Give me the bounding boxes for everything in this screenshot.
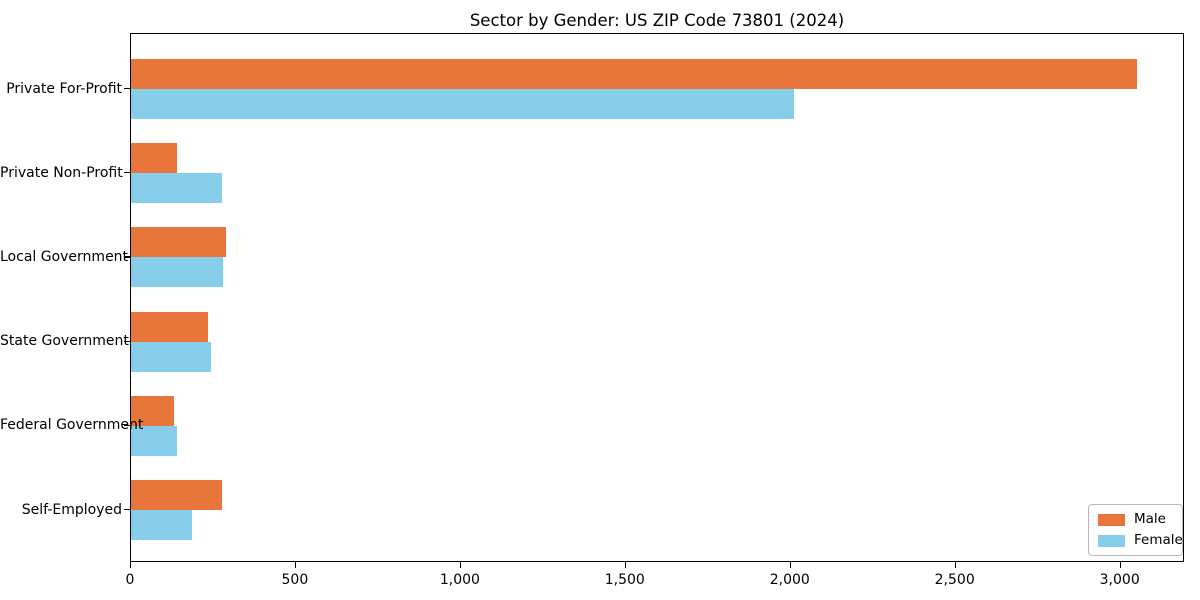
y-tick-mark [124, 509, 130, 511]
bar-male-state-government [131, 311, 208, 342]
x-axis-tick-label-0: 0 [125, 572, 135, 588]
y-axis-label-state-government: State Government [0, 333, 129, 350]
legend-swatch-female [1098, 534, 1125, 547]
x-tick-mark [624, 562, 626, 568]
x-axis-tick-label-1-000: 1,000 [439, 572, 480, 588]
x-tick-mark [789, 562, 791, 568]
y-tick-mark [124, 88, 130, 90]
bar-male-private-non-profit [131, 143, 178, 174]
y-tick-mark [124, 256, 130, 258]
bar-female-self-employed [131, 510, 192, 540]
y-axis-label-federal-government: Federal Government [0, 417, 144, 434]
bar-male-private-for-profit [131, 59, 1138, 89]
y-tick-mark [124, 424, 130, 426]
bar-female-private-non-profit [131, 173, 222, 204]
bar-male-self-employed [131, 480, 223, 510]
bar-female-local-government [131, 257, 224, 288]
plot-area [130, 33, 1184, 562]
y-axis-label-self-employed: Self-Employed [21, 501, 122, 518]
bar-female-state-government [131, 341, 212, 372]
x-tick-mark [130, 562, 132, 568]
y-axis-label-private-for-profit: Private For-Profit [6, 80, 122, 97]
x-axis-tick-label-2-500: 2,500 [934, 572, 975, 588]
bar-female-private-for-profit [131, 89, 795, 119]
bar-male-federal-government [131, 395, 174, 426]
x-axis-tick-label-2-000: 2,000 [769, 572, 810, 588]
bar-male-local-government [131, 227, 226, 258]
y-axis-label-local-government: Local Government [0, 248, 129, 265]
legend: Male Female [1088, 504, 1183, 556]
chart-title: Sector by Gender: US ZIP Code 73801 (202… [469, 11, 845, 30]
legend-label-male: Male [1134, 511, 1166, 527]
y-axis-label-private-non-profit: Private Non-Profit [0, 164, 123, 181]
legend-row-male: Male [1098, 512, 1174, 527]
x-tick-mark [1119, 562, 1121, 568]
x-tick-mark [954, 562, 956, 568]
y-tick-mark [124, 340, 130, 342]
legend-label-female: Female [1134, 532, 1183, 548]
bar-female-federal-government [131, 425, 177, 456]
legend-row-female: Female [1098, 533, 1183, 548]
x-tick-mark [294, 562, 297, 568]
x-axis-tick-label-3-000: 3,000 [1099, 572, 1140, 588]
x-tick-mark [459, 562, 462, 568]
x-axis-tick-label-1-500: 1,500 [604, 572, 645, 588]
y-tick-mark [124, 172, 130, 174]
x-axis-tick-label-500: 500 [281, 572, 309, 588]
legend-swatch-male [1098, 513, 1125, 526]
